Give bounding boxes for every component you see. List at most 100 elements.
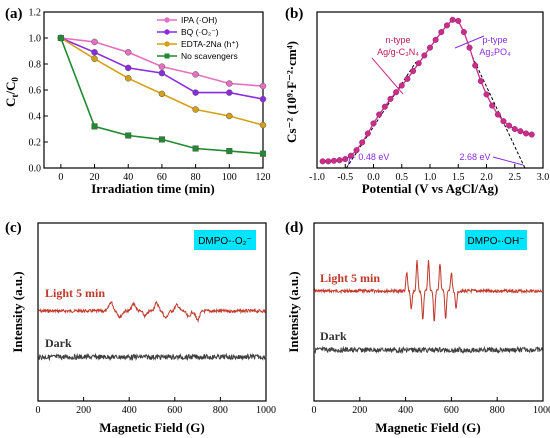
panel-a-ytick-label: 0.8 (29, 60, 42, 71)
panel-b-xtick-label: -1.0 (309, 172, 325, 183)
panel-a-legend-label: EDTA-2Na (h⁺) (181, 39, 239, 49)
panel-a-xtick-label: 80 (191, 172, 201, 183)
anno-ntype-1: n-type (385, 35, 410, 45)
panel-a-label: (a) (5, 6, 23, 22)
panel-a-point (124, 64, 132, 72)
panel-c-xtick-label: 1000 (256, 405, 276, 416)
panel-b-point (415, 60, 422, 67)
panel-b-point (319, 158, 326, 165)
panel-b-point (528, 131, 535, 138)
panel-b-arrow-ptype (454, 35, 485, 49)
panel-b-point (393, 89, 400, 96)
panel-a-legend-marker (164, 41, 170, 47)
panel-b-point (460, 29, 467, 36)
panel-b-point (494, 111, 501, 118)
panel-b-point (506, 122, 513, 129)
panel-a-legend-marker (164, 53, 170, 59)
panel-b-point (443, 22, 450, 29)
panel-a-point (91, 123, 98, 130)
panel-a-xtick-label: 20 (90, 172, 100, 183)
panel-a-legend-label: No scavengers (181, 51, 238, 61)
panel-b-xtick-label: 0.5 (396, 172, 409, 183)
anno-right-intercept: 2.68 eV (459, 152, 490, 162)
panel-d-ticks: 0 200 400 600 800 1000 (312, 397, 550, 416)
panel-b-point (336, 157, 343, 164)
panel-d-series (313, 259, 544, 355)
panel-d-xtick-label: 1000 (533, 405, 550, 416)
panel-a-legend-label: IPA (·OH) (181, 15, 217, 25)
anno-ptype-2: Ag₃PO₄ (479, 47, 511, 57)
panel-b-point (511, 125, 518, 132)
panel-a-point (91, 49, 98, 56)
anno-left-intercept: − 0.48 eV (351, 152, 390, 162)
panel-b-point (472, 62, 479, 69)
panel-a-point (259, 150, 267, 157)
panel-b-xtick-label: 0.0 (367, 172, 380, 183)
panel-a-ytick-label: 1.2 (29, 8, 42, 19)
panel-a-ytick-label: 0.4 (29, 112, 42, 123)
panel-a-xlabel: Irradiation time (min) (91, 181, 214, 196)
panel-d-xtick-label: 0 (312, 405, 317, 416)
panel-a-point (124, 75, 132, 82)
panel-a-xtick-label: 40 (123, 172, 133, 183)
panel-b-xtick-label: 2.0 (480, 172, 493, 183)
panel-a-point (192, 89, 199, 96)
panel-a-xtick-label: 0 (58, 172, 63, 183)
panel-d: (d) Magnetic Field (G) Intensity (a.u.) … (285, 220, 550, 435)
panel-b-xtick-label: 3.0 (537, 172, 550, 183)
panel-b-point (398, 82, 405, 89)
panel-a-point (226, 89, 233, 96)
panel-a-point (91, 38, 98, 46)
panel-d-dark-trace (313, 345, 544, 355)
panel-a-xtick-label: 60 (157, 172, 167, 183)
panel-b-point (438, 29, 445, 36)
panel-b-point (330, 157, 337, 164)
panel-a-point (226, 112, 233, 120)
panel-c-dmpo-box (194, 230, 256, 250)
panel-b-xtick-label: 1.0 (424, 172, 437, 183)
panel-b-point (427, 44, 434, 51)
panel-b-series (319, 16, 535, 169)
panel-b-point (477, 78, 484, 85)
panel-a-point (226, 80, 233, 87)
panel-b-point (404, 75, 411, 82)
panel-d-xtick-label: 400 (398, 405, 413, 416)
panel-b-point (381, 103, 388, 110)
panel-b-point (325, 158, 332, 165)
panel-a-xtick-label: 120 (256, 172, 271, 183)
panel-b-point (421, 52, 428, 59)
panel-d-xlabel: Magnetic Field (G) (375, 420, 480, 435)
panel-c-xtick-label: 800 (213, 405, 228, 416)
panel-b-point (342, 156, 349, 163)
panel-c-label: (c) (5, 220, 22, 236)
panel-b-xlabel: Potential (V vs AgCl/Ag) (362, 181, 499, 196)
panel-b-point (500, 118, 507, 125)
panel-a-point (192, 71, 199, 78)
panel-b-xtick-label: -0.5 (337, 172, 353, 183)
panel-b-point (376, 111, 383, 118)
panel-b-point (517, 128, 524, 135)
panel-a-point (57, 34, 64, 42)
panel-b-ylabel: Cs⁻² (10⁹·F⁻²·cm⁴) (284, 41, 299, 143)
panel-d-frame (313, 222, 544, 402)
panel-b-arrow-left (347, 156, 351, 166)
panel-c-series (37, 300, 267, 362)
panel-c-frame (37, 222, 267, 402)
panel-c-xtick-label: 600 (167, 405, 182, 416)
panel-d-light-trace (313, 259, 544, 322)
panel-d-xtick-label: 600 (444, 405, 459, 416)
panel-a-point (158, 136, 165, 143)
panel-c-xlabel: Magnetic Field (G) (99, 420, 204, 435)
panel-b-frame (316, 11, 544, 169)
panel-b-label: (b) (285, 6, 303, 22)
panel-a-ytick-label: 0.0 (29, 164, 42, 175)
panel-a-ytick-label: 0.2 (29, 138, 42, 149)
panel-a-point (158, 90, 166, 98)
panel-c-ticks: 0 200 400 600 800 1000 (36, 397, 276, 416)
panel-a-point (226, 148, 233, 155)
svg-text:Ct/C0: Ct/C0 (3, 77, 20, 107)
panel-d-light-label: Light 5 min (320, 271, 380, 285)
panel-c-xtick-label: 0 (36, 405, 41, 416)
panel-a-point (125, 132, 132, 139)
panel-a-point (259, 121, 267, 129)
